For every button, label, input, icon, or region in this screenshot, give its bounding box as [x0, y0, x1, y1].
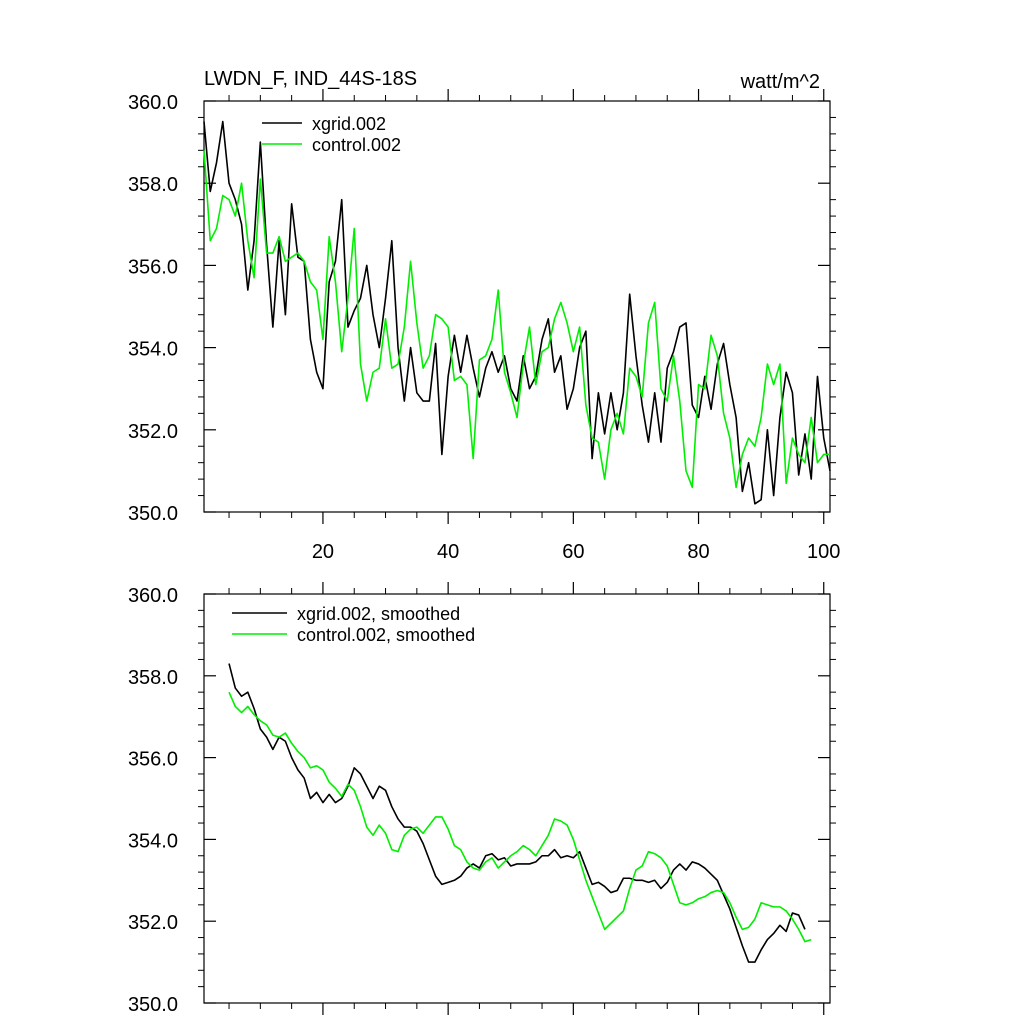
units-label: watt/m^2	[740, 71, 820, 93]
x-tick-label: 80	[687, 541, 709, 563]
x-tick-label: 20	[312, 541, 334, 563]
bottom-panel: 350.0 352.0 354.0 356.0 358.0 360.0 xgrid.002,…	[128, 582, 836, 1016]
y-tick-label: 350.0	[128, 994, 178, 1016]
y-tick-label: 358.0	[128, 174, 178, 196]
plot-frame	[203, 100, 831, 513]
y-tick-label: 360.0	[128, 92, 178, 114]
series-line-control	[228, 691, 812, 943]
chart-title: LWDN_F, IND_44S-18S	[204, 68, 417, 90]
plot-frame	[203, 593, 831, 1004]
top-panel: 350.0 352.0 354.0 356.0 358.0 360.0 20 40 60 80 10…	[128, 89, 840, 563]
y-tick-label: 360.0	[128, 585, 178, 607]
series-line-xgrid	[203, 120, 831, 505]
series-line-xgrid	[228, 663, 806, 963]
y-tick-label: 356.0	[128, 749, 178, 771]
y-tick-label: 354.0	[128, 830, 178, 852]
legend-label-xgrid: xgrid.002	[312, 114, 386, 134]
y-tick-label: 356.0	[128, 256, 178, 278]
legend-label-control: control.002	[312, 135, 401, 155]
legend-label-control: control.002, smoothed	[297, 625, 475, 645]
x-tick-label: 100	[807, 541, 840, 563]
series-line-control	[203, 150, 830, 489]
x-tick-label: 60	[562, 541, 584, 563]
y-tick-label: 354.0	[128, 339, 178, 361]
y-tick-label: 352.0	[128, 912, 178, 934]
legend-label-xgrid: xgrid.002, smoothed	[297, 604, 460, 624]
y-tick-label: 358.0	[128, 667, 178, 689]
y-tick-label: 352.0	[128, 421, 178, 443]
y-tick-label: 350.0	[128, 503, 178, 525]
x-tick-label: 40	[437, 541, 459, 563]
